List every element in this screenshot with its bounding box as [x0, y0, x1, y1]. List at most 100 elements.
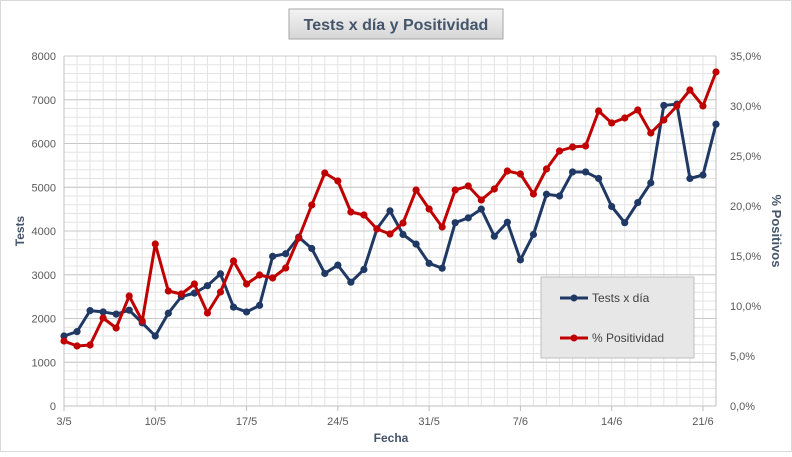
data-point-positividad [125, 292, 133, 300]
y-axis-right-title: % Positivos [769, 195, 784, 268]
data-point-positividad [490, 185, 498, 193]
chart-title: Tests x día y Positividad [304, 17, 489, 34]
data-point-tests [164, 309, 172, 317]
data-point-positividad [138, 317, 146, 325]
data-point-tests [608, 202, 616, 211]
data-point-positividad [673, 102, 681, 110]
data-point-positividad [177, 290, 185, 298]
data-point-tests [412, 240, 420, 248]
data-point-positividad [686, 86, 694, 94]
data-point-positividad [216, 288, 225, 296]
data-point-positividad [555, 147, 564, 155]
data-point-tests [242, 308, 251, 316]
data-point-tests [425, 259, 433, 267]
data-point-tests [699, 171, 707, 179]
data-point-positividad [256, 271, 264, 279]
data-point-positividad [229, 257, 238, 265]
data-point-tests [555, 192, 564, 200]
data-point-tests [73, 328, 81, 336]
data-point-positividad [112, 324, 120, 332]
data-point-positividad [60, 337, 68, 345]
data-point-tests [282, 250, 290, 258]
legend-marker-tests [570, 294, 578, 302]
series-layer [60, 68, 720, 350]
x-tick-label: 24/5 [327, 416, 348, 428]
x-tick-label: 3/5 [56, 416, 71, 428]
data-point-tests [151, 332, 159, 340]
x-tick-label: 17/5 [236, 416, 257, 428]
data-point-positividad [334, 177, 342, 185]
data-point-positividad [568, 143, 577, 151]
data-point-positividad [308, 201, 316, 209]
x-tick-label: 10/5 [145, 416, 166, 428]
y-right-tick-label: 15,0% [730, 251, 761, 263]
data-point-positividad [164, 287, 172, 295]
data-point-tests [256, 301, 264, 309]
legend-box [540, 276, 695, 359]
data-point-tests [125, 306, 133, 314]
data-point-tests [386, 207, 394, 215]
y-right-tick-label: 0,0% [730, 401, 755, 413]
data-point-positividad [582, 142, 590, 150]
y-left-tick-label: 1000 [32, 357, 56, 369]
data-point-positividad [425, 205, 433, 213]
data-point-tests [99, 308, 107, 316]
data-point-positividad [360, 211, 368, 219]
data-point-tests [712, 120, 720, 128]
data-point-positividad [503, 167, 511, 175]
data-point-tests [60, 332, 68, 340]
data-point-positividad [203, 309, 212, 317]
data-point-positividad [647, 129, 655, 137]
data-point-tests [542, 190, 551, 198]
data-point-positividad [699, 102, 707, 110]
data-point-tests [464, 214, 472, 222]
data-point-positividad [373, 225, 381, 233]
x-axis-title: Fecha [374, 431, 409, 445]
data-point-positividad [151, 240, 159, 248]
legend-label-tests: Tests x día [592, 291, 650, 305]
y-left-tick-label: 5000 [32, 182, 56, 194]
x-tick-label: 14/6 [601, 416, 622, 428]
data-point-positividad [347, 208, 355, 216]
data-point-tests [438, 264, 446, 272]
data-point-tests [308, 244, 316, 253]
data-point-tests [490, 232, 498, 240]
y-left-tick-label: 3000 [32, 270, 56, 282]
legend: Tests x día % Positividad [540, 276, 695, 359]
data-point-positividad [464, 182, 472, 190]
data-point-tests [269, 252, 277, 260]
data-point-tests [112, 310, 120, 318]
data-point-positividad [269, 274, 277, 282]
y-right-tick-label: 30,0% [730, 101, 761, 113]
x-tick-label: 31/5 [418, 416, 439, 428]
data-point-tests [203, 282, 212, 290]
data-point-positividad [621, 114, 629, 122]
data-point-tests [686, 174, 694, 183]
data-point-tests [399, 230, 407, 239]
y-right-tick-label: 5,0% [730, 351, 755, 363]
data-point-tests [451, 219, 459, 227]
tick-labels: 0 1000 2000 3000 4000 5000 6000 7000 8000 0,0% 5,0… [32, 51, 762, 428]
data-point-tests [582, 168, 590, 176]
data-point-positividad [412, 186, 420, 194]
y-left-tick-label: 6000 [32, 139, 56, 151]
data-point-positividad [73, 342, 81, 350]
x-tick-label: 21/6 [692, 416, 713, 428]
data-point-tests [634, 198, 642, 207]
data-point-positividad [386, 230, 394, 238]
data-point-positividad [529, 190, 538, 198]
data-point-positividad [634, 106, 642, 114]
chart-title-box [288, 8, 504, 40]
data-point-positividad [516, 170, 525, 178]
y-left-tick-label: 7000 [32, 95, 56, 107]
y-axis-left-title: Tests [13, 215, 27, 246]
y-right-tick-label: 20,0% [730, 201, 761, 213]
data-point-positividad [86, 341, 94, 349]
data-point-positividad [190, 280, 198, 288]
x-tick-label: 7/6 [513, 416, 528, 428]
data-point-tests [229, 303, 238, 311]
data-point-positividad [438, 223, 446, 231]
